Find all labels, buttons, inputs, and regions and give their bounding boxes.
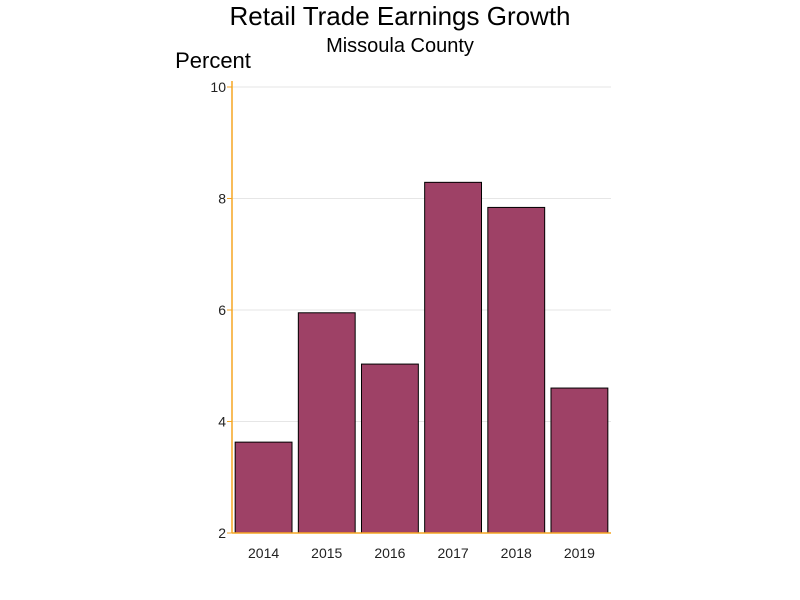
axes bbox=[231, 81, 611, 534]
y-ticks: 2 4 6 8 10 bbox=[210, 79, 232, 541]
x-tick-label: 2016 bbox=[374, 545, 405, 561]
chart-subtitle: Missoula County bbox=[326, 35, 474, 57]
bar-2018 bbox=[487, 206, 546, 534]
bars bbox=[234, 181, 609, 534]
x-tick-label: 2017 bbox=[438, 545, 469, 561]
bar-2019 bbox=[550, 387, 609, 534]
bar-2016 bbox=[360, 363, 419, 534]
y-tick-label: 2 bbox=[218, 525, 226, 541]
y-tick-label: 4 bbox=[218, 414, 226, 430]
y-tick-label: 10 bbox=[210, 79, 226, 95]
y-axis-label: Percent bbox=[175, 48, 251, 73]
x-tick-label: 2019 bbox=[564, 545, 595, 561]
x-ticks: 2014 2015 2016 2017 2018 2019 bbox=[248, 545, 595, 561]
x-tick-label: 2014 bbox=[248, 545, 279, 561]
x-tick-label: 2015 bbox=[311, 545, 342, 561]
bar-2015 bbox=[297, 312, 356, 534]
y-tick-label: 6 bbox=[218, 302, 226, 318]
bar-2014 bbox=[234, 441, 293, 534]
chart-title: Retail Trade Earnings Growth bbox=[229, 1, 570, 31]
x-tick-label: 2018 bbox=[501, 545, 532, 561]
y-tick-label: 8 bbox=[218, 191, 226, 207]
bar-2017 bbox=[424, 181, 483, 534]
